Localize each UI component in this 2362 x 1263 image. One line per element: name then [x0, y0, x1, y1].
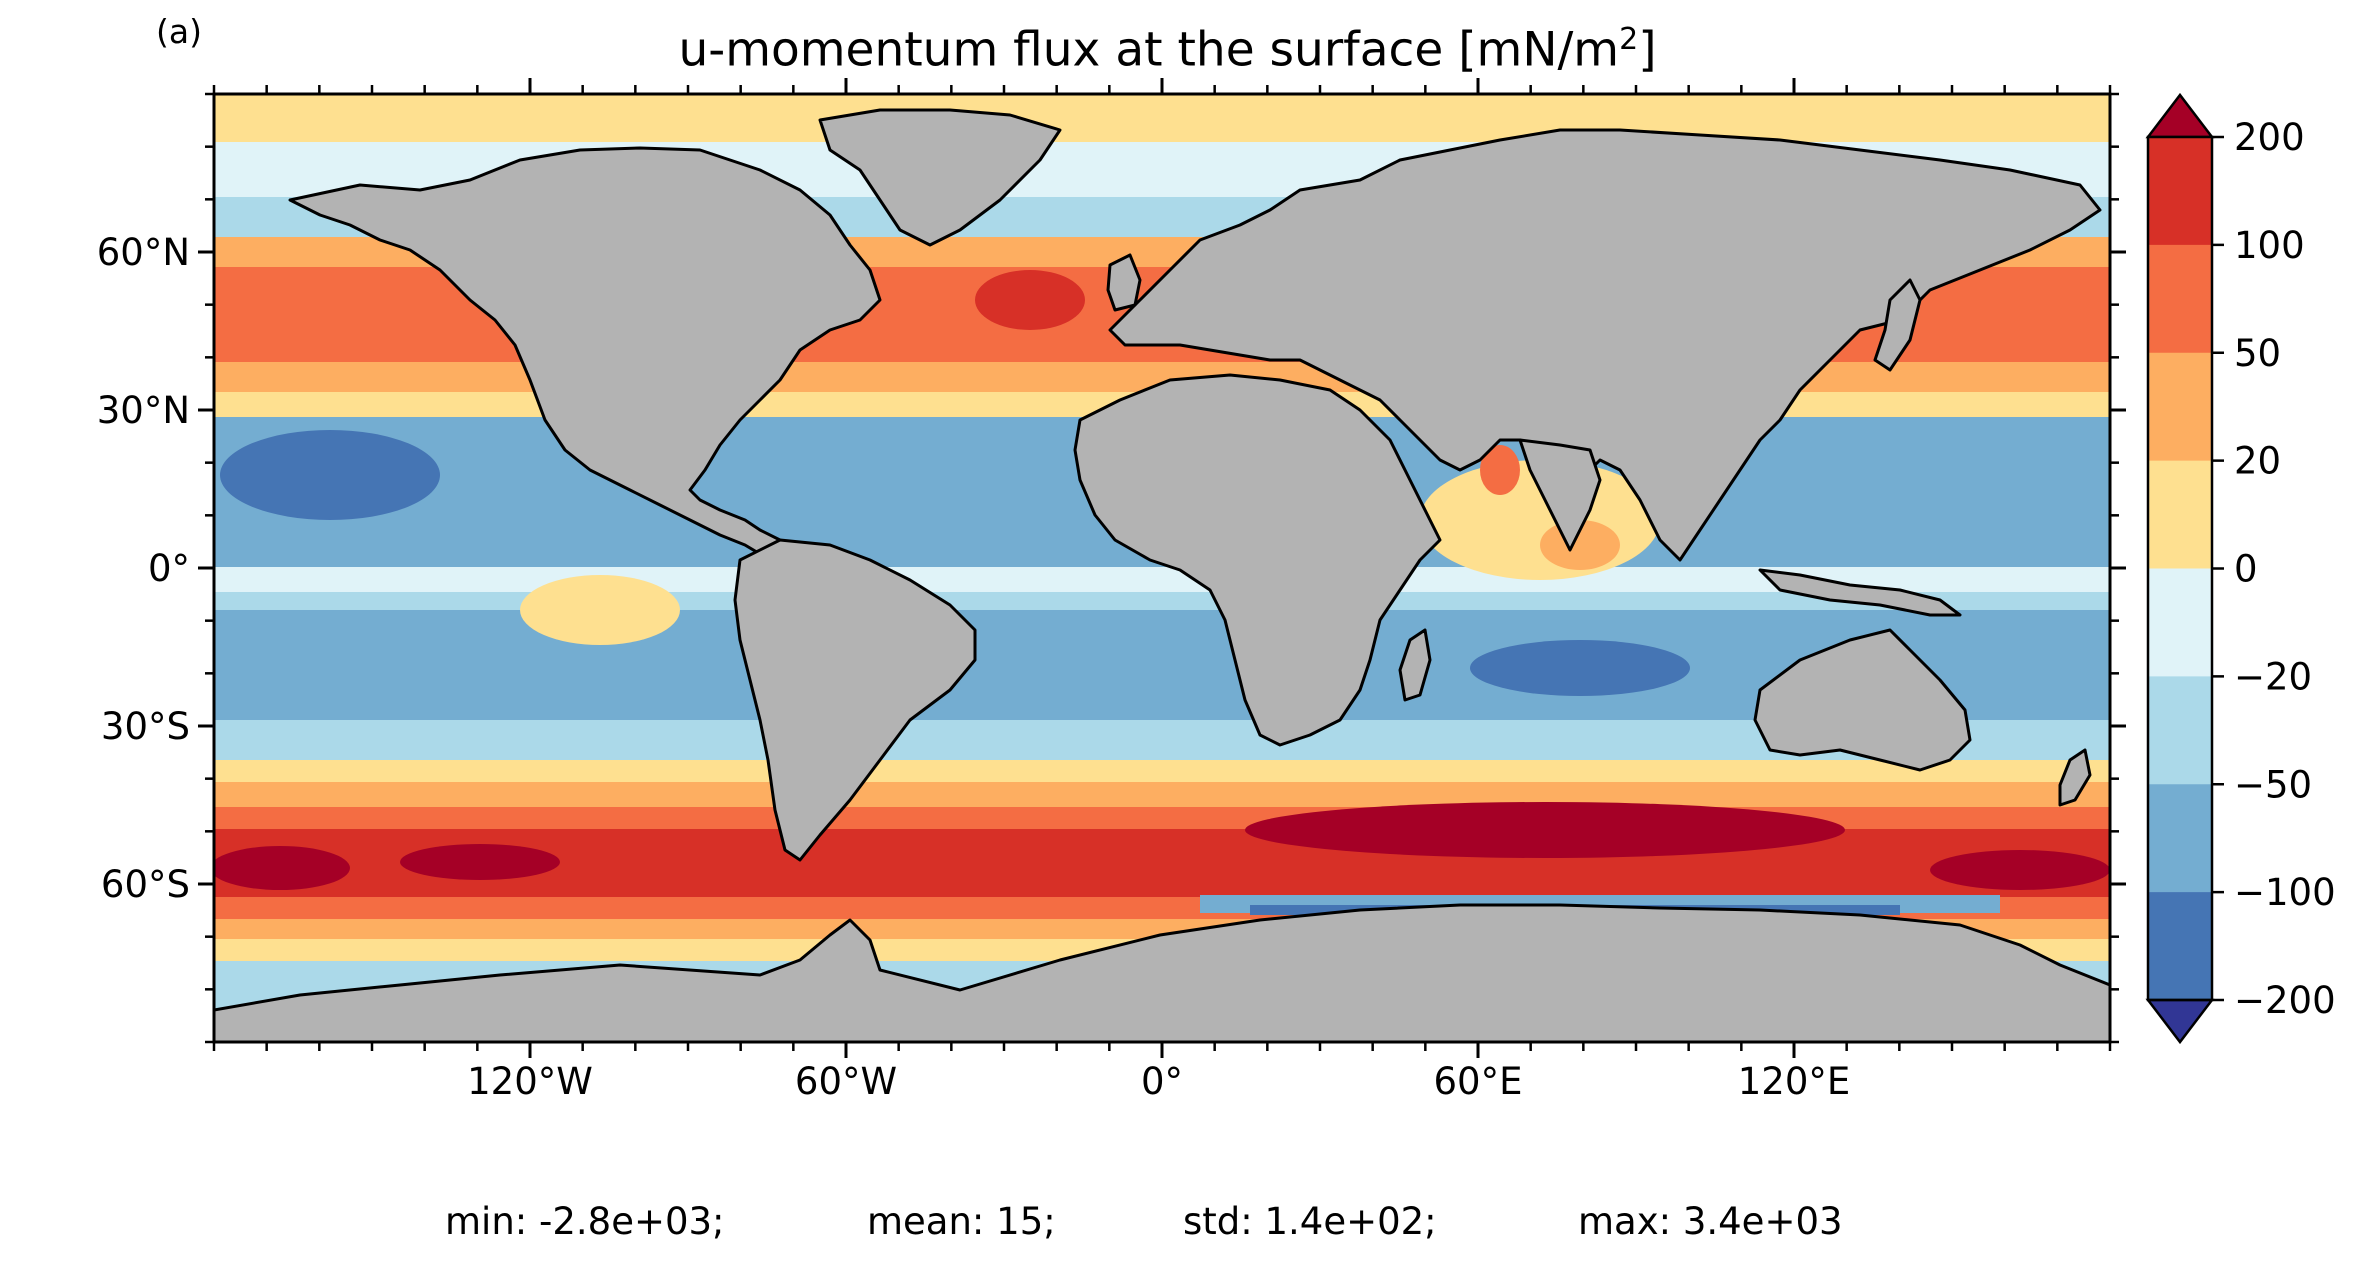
lat-tick-label: 30°S: [101, 705, 190, 748]
colorbar-bin: [2148, 352, 2212, 462]
land-masses: [214, 108, 2110, 1042]
lat-tick-label: 0°: [148, 547, 190, 590]
colorbar-tick-label: −100: [2234, 871, 2336, 914]
colorbar-bin: [2148, 244, 2212, 354]
colorbar-bin: [2148, 892, 2212, 1001]
lon-tick-label: 120°W: [467, 1060, 593, 1103]
colorbar-bin: [2148, 676, 2212, 785]
colorbar-tick-label: −20: [2234, 655, 2312, 698]
stat-max: max: 3.4e+03: [1578, 1200, 1843, 1243]
colorbar-bin: [2148, 460, 2212, 569]
colorbar-tick-label: 0: [2234, 548, 2258, 591]
lat-tick-label: 60°N: [97, 231, 190, 274]
antarctica: [214, 903, 2110, 1042]
south-america: [733, 538, 977, 862]
colorbar-tick-label: 20: [2234, 440, 2281, 483]
title-end: ]: [1638, 22, 1657, 78]
eurasia: [1108, 128, 2102, 562]
colorbar-extend-min: [2145, 998, 2215, 1045]
lon-tick-label: 60°W: [795, 1060, 897, 1103]
new-zealand: [2058, 748, 2092, 807]
colorbar-bin: [2148, 784, 2212, 893]
title-text: u-momentum flux at the surface [mN/m: [678, 22, 1620, 78]
colorbar-tick-label: 200: [2234, 116, 2305, 159]
lon-tick-label: 60°E: [1434, 1060, 1523, 1103]
lat-tick-label: 30°N: [97, 389, 190, 432]
colorbar-bin: [2148, 137, 2212, 246]
colorbar-bin: [2148, 568, 2212, 677]
lon-tick-label: 0°: [1141, 1060, 1183, 1103]
tick-marks: [198, 78, 2126, 1058]
north-america: [288, 146, 882, 562]
colorbar-tick-label: −200: [2234, 979, 2336, 1022]
greenland: [818, 108, 1062, 247]
panel-label: (a): [156, 12, 202, 51]
british-isles: [1106, 253, 1142, 312]
australia: [1753, 628, 1972, 772]
stat-min: min: -2.8e+03;: [445, 1200, 725, 1243]
lon-tick-label: 120°E: [1738, 1060, 1851, 1103]
colorbar-tick-label: 50: [2234, 332, 2281, 375]
tick-labels: 120°W 60°W 0° 60°E 120°E 60°N 30°N 0° 30°S 60°S: [97, 231, 1851, 1103]
india: [1518, 438, 1602, 552]
colorbar-tick-label: −50: [2234, 763, 2312, 806]
colorbar-extend-max: [2145, 92, 2215, 139]
stat-mean: mean: 15;: [867, 1200, 1056, 1243]
indonesia: [1758, 568, 1962, 617]
title-superscript: 2: [1619, 22, 1639, 57]
stat-std: std: 1.4e+02;: [1183, 1200, 1437, 1243]
japan: [1873, 278, 1922, 372]
africa: [1073, 373, 1442, 747]
madagascar: [1398, 628, 1432, 702]
colorbar-tick-label: 100: [2234, 224, 2305, 267]
lat-tick-label: 60°S: [101, 863, 190, 906]
